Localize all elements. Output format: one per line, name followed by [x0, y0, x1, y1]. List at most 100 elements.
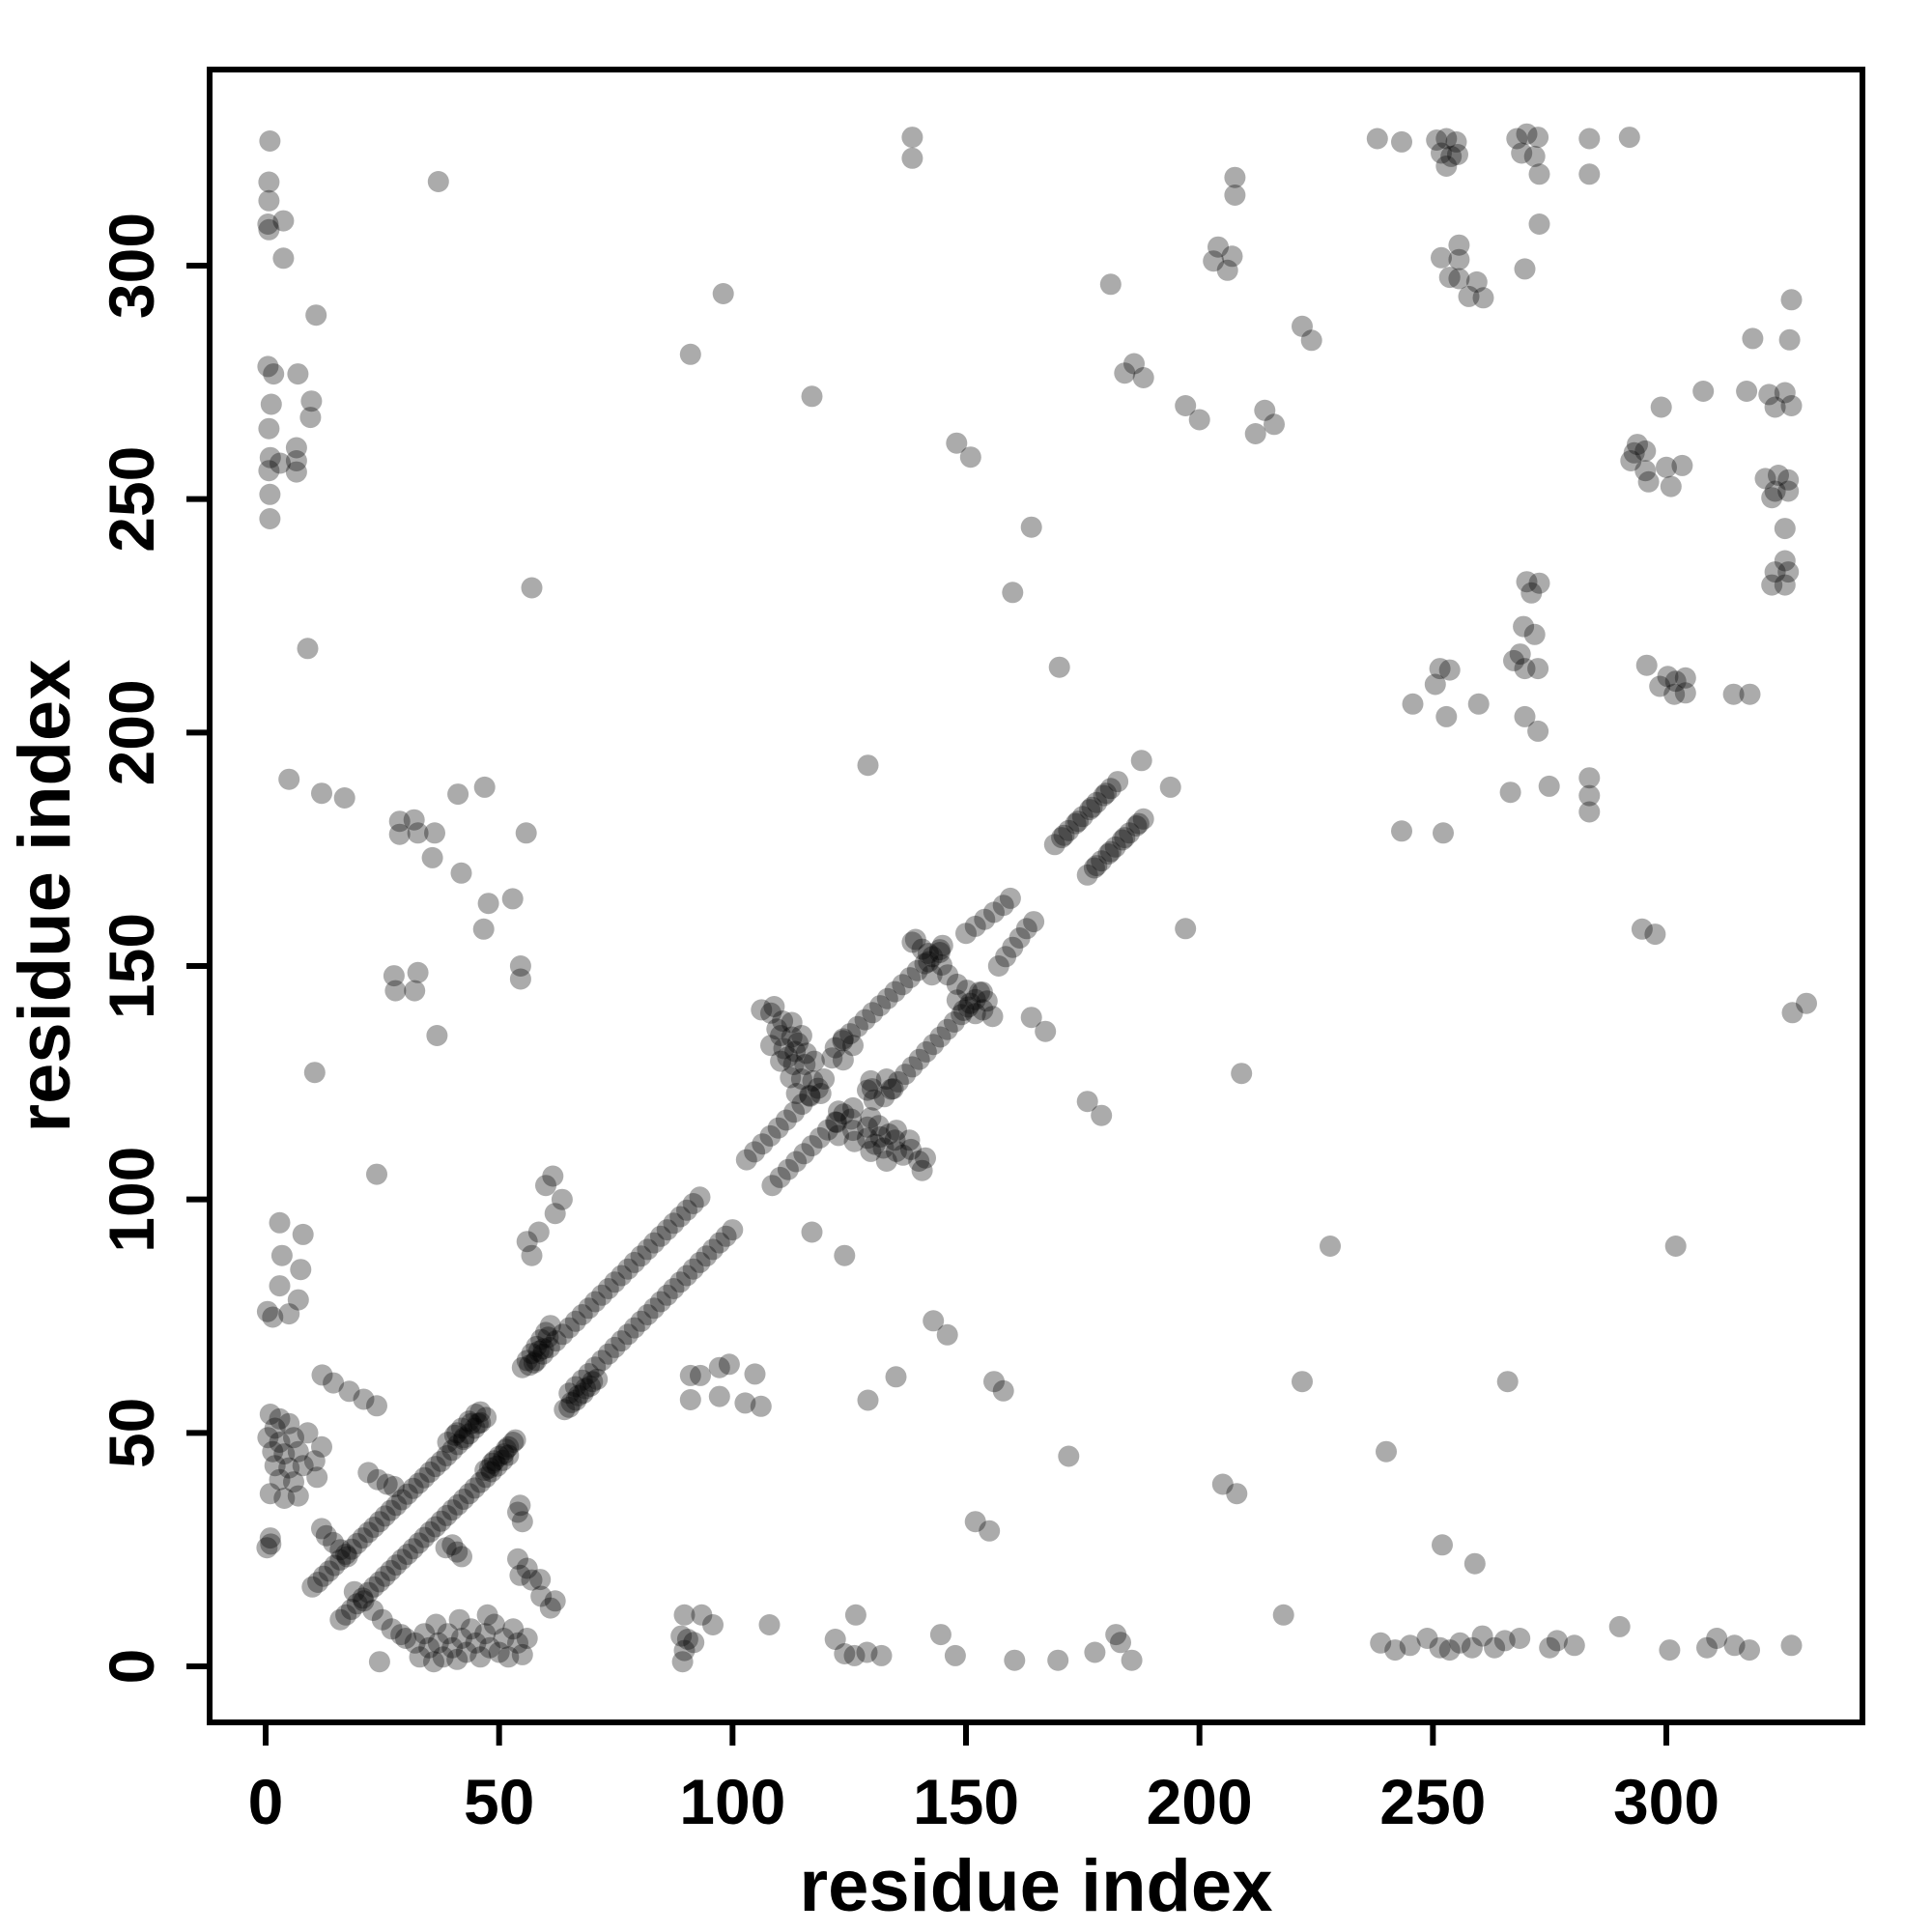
data-point [899, 967, 921, 989]
data-point [1272, 1604, 1294, 1626]
data-point [335, 1604, 357, 1626]
data-point [1514, 658, 1536, 680]
data-point [1097, 843, 1120, 865]
data-point [683, 1632, 705, 1654]
data-point [911, 938, 933, 960]
data-point [527, 1221, 550, 1243]
data-point [623, 1317, 645, 1339]
y-tick-label: 0 [96, 1649, 167, 1685]
data-point [269, 1407, 291, 1430]
data-point [402, 1538, 424, 1560]
data-point [777, 1046, 799, 1068]
data-point [511, 1356, 533, 1378]
data-point [579, 1376, 601, 1397]
data-point [285, 450, 307, 471]
data-point [374, 1505, 396, 1527]
data-point [936, 1018, 958, 1040]
data-point [480, 1461, 502, 1483]
data-point [391, 1489, 413, 1511]
data-point [464, 1477, 486, 1499]
data-point [1086, 855, 1108, 877]
data-point [983, 1371, 1005, 1393]
data-point [802, 1069, 824, 1092]
data-point [1123, 353, 1145, 375]
data-point [335, 1544, 357, 1565]
data-point [532, 1338, 554, 1360]
data-point [474, 1460, 497, 1481]
data-point [799, 1084, 821, 1106]
data-point [502, 1432, 525, 1453]
data-point [878, 1123, 900, 1145]
data-point [777, 1158, 799, 1180]
data-point [1620, 450, 1642, 471]
data-point [1399, 1634, 1421, 1657]
data-point [564, 1376, 586, 1398]
data-point [493, 1443, 515, 1465]
data-point [1099, 273, 1122, 296]
data-point [465, 1632, 487, 1654]
data-point [1514, 258, 1536, 280]
data-point [854, 1009, 876, 1031]
data-point [630, 1245, 652, 1267]
data-point [551, 1188, 573, 1210]
data-point [458, 1483, 480, 1505]
data-point [702, 1238, 724, 1261]
data-point [1084, 1641, 1106, 1663]
data-point [673, 1604, 696, 1626]
data-point [955, 923, 977, 945]
data-point [1578, 767, 1601, 789]
data-point [1448, 268, 1470, 290]
data-point [257, 1427, 279, 1449]
data-point [972, 999, 994, 1021]
data-point [1660, 475, 1682, 497]
data-point [785, 1083, 808, 1104]
data-point [1376, 1440, 1397, 1463]
data-point [529, 1569, 552, 1591]
data-point [448, 1608, 470, 1631]
data-point [785, 1151, 808, 1173]
data-point [1391, 820, 1412, 842]
data-point [951, 1004, 973, 1026]
data-point [839, 1023, 862, 1045]
data-point [465, 1404, 487, 1425]
data-point [901, 127, 923, 149]
data-point [864, 1133, 886, 1155]
data-point [380, 1499, 402, 1521]
data-point [1020, 516, 1042, 538]
data-point [892, 1144, 914, 1166]
data-point [964, 1003, 986, 1025]
data-point [1224, 185, 1246, 206]
data-point [258, 417, 280, 440]
data-point [483, 1450, 505, 1472]
data-point [679, 343, 701, 365]
data-point [1513, 615, 1535, 638]
data-point [447, 1434, 469, 1456]
x-tick-label: 100 [679, 1766, 785, 1837]
data-point [964, 988, 986, 1010]
data-point [936, 1323, 958, 1346]
data-point [813, 1068, 836, 1090]
data-point [760, 1002, 781, 1024]
data-point [969, 981, 990, 1004]
data-point [272, 247, 295, 270]
data-point [1777, 469, 1800, 491]
data-point [262, 1306, 284, 1328]
data-point [287, 1440, 309, 1463]
data-point [1546, 1630, 1568, 1652]
data-point [257, 213, 279, 235]
data-point [801, 385, 823, 408]
data-point [430, 1510, 452, 1532]
data-point [787, 1032, 809, 1054]
data-point [869, 1125, 892, 1148]
data-point [404, 1632, 426, 1654]
data-point [575, 1378, 597, 1400]
data-point [921, 964, 943, 986]
data-point [1623, 441, 1645, 464]
data-point [1424, 673, 1446, 696]
data-point [1723, 1634, 1746, 1657]
data-point [366, 1395, 387, 1417]
data-point [283, 1427, 304, 1449]
data-point [259, 1483, 281, 1505]
data-point [560, 1391, 582, 1413]
